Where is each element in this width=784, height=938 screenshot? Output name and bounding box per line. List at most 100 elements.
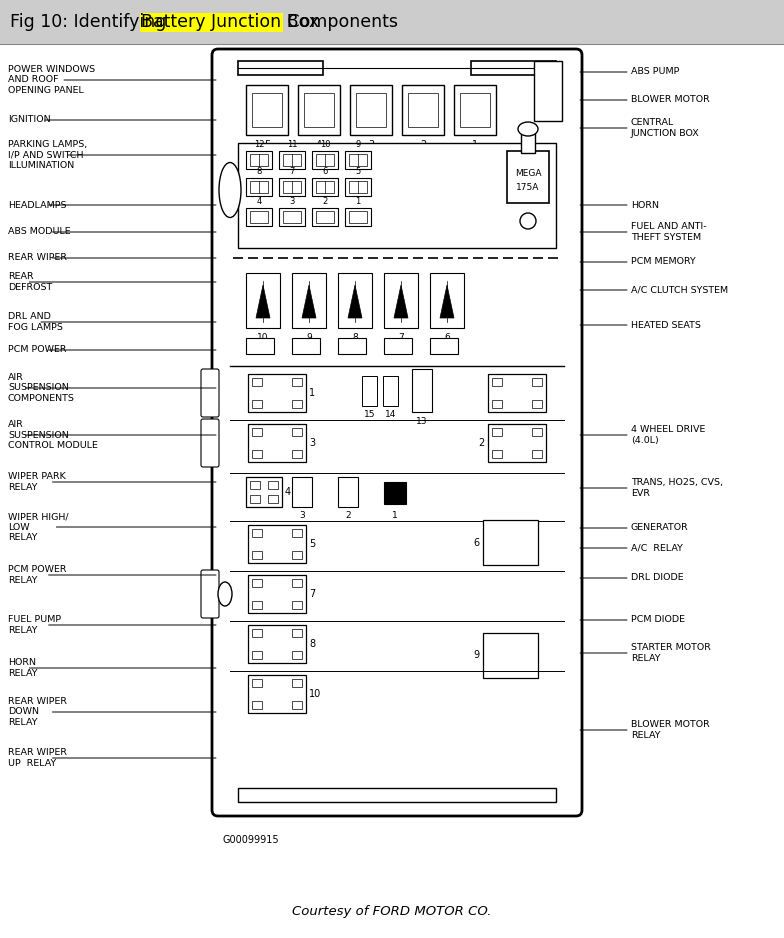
Bar [283, 181, 301, 193]
Bar [312, 151, 338, 169]
Bar [492, 450, 502, 458]
Bar [471, 61, 556, 75]
Bar [252, 400, 262, 408]
Text: FUEL PUMP
RELAY: FUEL PUMP RELAY [8, 615, 61, 634]
Text: DRL DIODE: DRL DIODE [631, 573, 684, 582]
Bar [246, 178, 272, 196]
Bar [312, 208, 338, 226]
Text: 6: 6 [474, 537, 480, 548]
Text: REAR WIPER: REAR WIPER [8, 253, 67, 263]
Text: 1: 1 [472, 140, 478, 150]
FancyBboxPatch shape [201, 369, 219, 417]
Text: Components: Components [282, 13, 398, 31]
Bar [140, 13, 283, 32]
Text: 8: 8 [309, 639, 315, 649]
Text: 8: 8 [256, 167, 262, 176]
Bar [292, 378, 302, 386]
Bar [349, 211, 367, 223]
Bar [292, 651, 302, 659]
Text: PCM POWER: PCM POWER [8, 345, 67, 355]
Text: A/C CLUTCH SYSTEM: A/C CLUTCH SYSTEM [631, 285, 728, 295]
Text: TRANS, HO2S, CVS,
EVR: TRANS, HO2S, CVS, EVR [631, 478, 723, 497]
Bar [316, 211, 334, 223]
Bar [383, 376, 398, 406]
Bar [488, 374, 546, 412]
Text: 1: 1 [355, 197, 361, 206]
Bar [488, 424, 546, 462]
Bar [492, 378, 502, 386]
Text: 4: 4 [316, 140, 322, 150]
Bar [349, 181, 367, 193]
Text: 10: 10 [320, 140, 330, 149]
Bar [252, 551, 262, 559]
Bar [283, 211, 301, 223]
Bar [252, 93, 282, 127]
Bar [252, 579, 262, 587]
Text: REAR WIPER
DOWN
RELAY: REAR WIPER DOWN RELAY [8, 698, 67, 727]
Bar [250, 495, 260, 503]
Bar [292, 679, 302, 687]
Text: WIPER HIGH/
LOW
RELAY: WIPER HIGH/ LOW RELAY [8, 512, 69, 541]
Text: A/C  RELAY: A/C RELAY [631, 543, 683, 552]
Text: PARKING LAMPS,
I/P AND SWITCH
ILLUMINATION: PARKING LAMPS, I/P AND SWITCH ILLUMINATI… [8, 141, 87, 170]
Bar [492, 428, 502, 436]
Bar [252, 601, 262, 609]
Text: 4: 4 [256, 197, 262, 206]
Bar [312, 178, 338, 196]
Text: ABS MODULE: ABS MODULE [8, 228, 71, 236]
Bar [532, 450, 542, 458]
Text: 175A: 175A [517, 183, 539, 191]
Bar [0, 0, 784, 44]
Bar [246, 273, 280, 328]
Bar [268, 481, 278, 489]
Bar [250, 181, 268, 193]
Bar [292, 338, 320, 354]
Bar [338, 477, 358, 507]
Text: HORN
RELAY: HORN RELAY [8, 658, 38, 677]
Text: 3: 3 [289, 197, 295, 206]
Text: PCM POWER
RELAY: PCM POWER RELAY [8, 566, 67, 584]
Text: 11: 11 [287, 140, 297, 149]
Bar [292, 428, 302, 436]
Bar [298, 85, 340, 135]
Ellipse shape [520, 213, 536, 229]
Text: 1: 1 [392, 511, 397, 520]
Bar [492, 400, 502, 408]
Bar [534, 61, 562, 121]
Bar [292, 273, 326, 328]
Bar [356, 93, 386, 127]
Text: 5: 5 [309, 539, 315, 549]
Bar [246, 151, 272, 169]
Bar [238, 788, 556, 802]
Bar [483, 520, 538, 565]
Text: 2: 2 [322, 197, 328, 206]
Bar [349, 154, 367, 166]
Text: WIPER PARK
RELAY: WIPER PARK RELAY [8, 473, 66, 492]
Text: HORN: HORN [631, 201, 659, 209]
Bar [246, 338, 274, 354]
Bar [532, 400, 542, 408]
Text: BLOWER MOTOR: BLOWER MOTOR [631, 96, 710, 104]
Text: BLOWER MOTOR
RELAY: BLOWER MOTOR RELAY [631, 720, 710, 739]
Text: 3: 3 [299, 511, 305, 520]
Text: 9: 9 [474, 650, 480, 660]
Bar [248, 424, 306, 462]
Bar [316, 181, 334, 193]
Bar [430, 338, 458, 354]
Text: HEATED SEATS: HEATED SEATS [631, 321, 701, 329]
Bar [248, 374, 306, 412]
Text: PCM DIODE: PCM DIODE [631, 615, 685, 625]
FancyBboxPatch shape [212, 49, 582, 816]
Bar [292, 529, 302, 537]
Bar [279, 208, 305, 226]
Bar [250, 481, 260, 489]
Text: 2: 2 [345, 511, 350, 520]
Bar [345, 151, 371, 169]
Bar [268, 495, 278, 503]
Text: 9: 9 [355, 140, 361, 149]
Bar [252, 679, 262, 687]
Ellipse shape [218, 582, 232, 606]
Bar [292, 579, 302, 587]
Ellipse shape [518, 122, 538, 136]
Bar [246, 477, 282, 507]
